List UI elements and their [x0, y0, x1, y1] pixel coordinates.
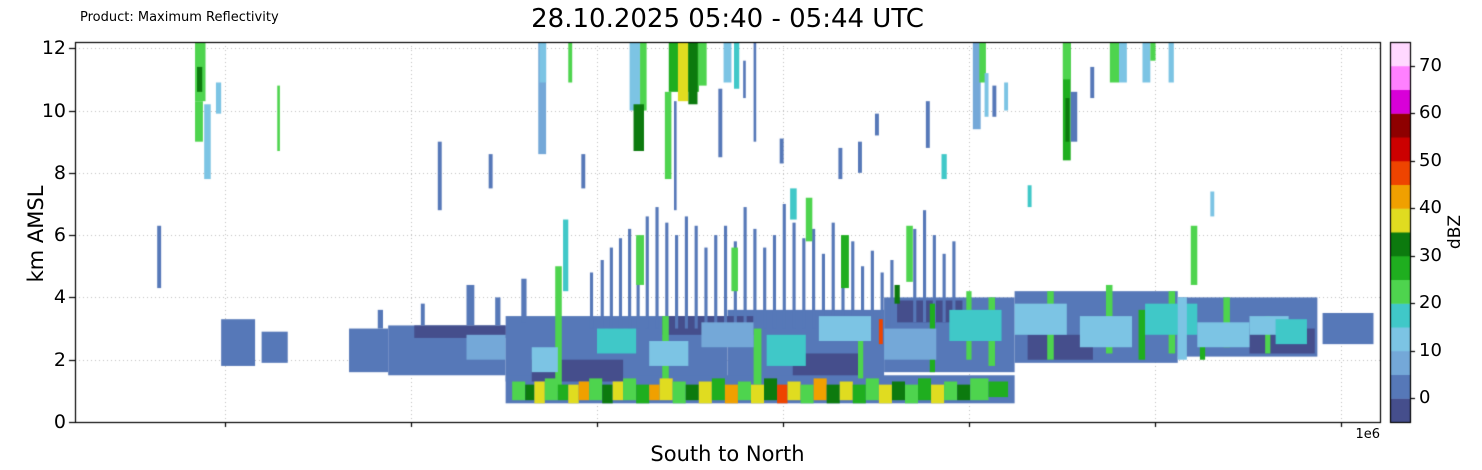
y-tick-label: 10 — [41, 100, 66, 122]
colorbar-tick-label: 30 — [1419, 245, 1442, 266]
y-tick-label: 8 — [53, 162, 66, 184]
y-tick-label: 4 — [53, 286, 66, 308]
y-tick-label: 12 — [41, 37, 66, 59]
colorbar-tick-label: 10 — [1419, 340, 1442, 361]
chart-title: 28.10.2025 05:40 - 05:44 UTC — [531, 4, 924, 34]
colorbar-tick-label: 60 — [1419, 102, 1442, 123]
x-axis-label: South to North — [650, 442, 805, 466]
colorbar-tick-label: 20 — [1419, 292, 1442, 313]
product-label: Product: Maximum Reflectivity — [80, 10, 279, 25]
colorbar-tick-label: 70 — [1419, 55, 1442, 76]
colorbar-tick-label: 40 — [1419, 197, 1442, 218]
colorbar-tick-label: 50 — [1419, 150, 1442, 171]
x-axis-offset-text: 1e6 — [1355, 427, 1380, 442]
y-tick-label: 2 — [53, 349, 66, 371]
y-tick-label: 0 — [53, 411, 66, 433]
y-tick-label: 6 — [53, 224, 66, 246]
colorbar-tick-label: 0 — [1419, 387, 1431, 408]
